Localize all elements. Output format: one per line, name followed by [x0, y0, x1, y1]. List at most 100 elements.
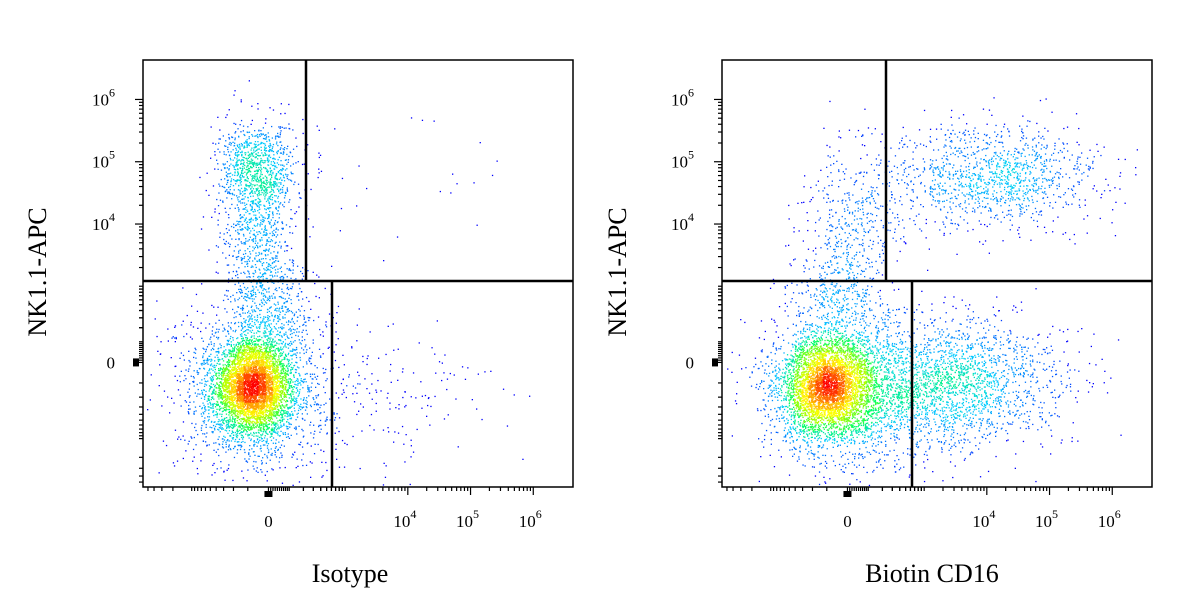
event-dot: [324, 287, 326, 290]
event-dot: [239, 217, 242, 220]
event-dot: [225, 335, 227, 337]
event-dot: [208, 359, 210, 361]
event-dot: [274, 422, 277, 424]
event-dot: [305, 296, 308, 299]
event-dot: [438, 361, 441, 363]
event-dot: [270, 424, 273, 426]
event-dot: [235, 149, 238, 151]
event-dot: [234, 446, 236, 448]
event-dot: [261, 244, 263, 246]
event-dot: [234, 323, 236, 325]
event-dot: [260, 171, 262, 173]
event-dot: [250, 439, 252, 442]
event-dot: [259, 335, 261, 337]
event-dot: [249, 445, 251, 447]
event-dot: [273, 422, 275, 424]
event-dot: [250, 295, 252, 298]
event-dot: [232, 270, 234, 273]
event-dot: [263, 166, 265, 169]
event-dot: [282, 363, 285, 365]
event-dot: [247, 346, 249, 348]
event-dot: [228, 408, 230, 411]
event-dot: [261, 305, 263, 307]
event-dot: [450, 192, 452, 194]
event-dot: [277, 412, 279, 415]
event-dot: [241, 354, 243, 356]
event-dot: [208, 323, 211, 325]
event-dot: [281, 381, 283, 383]
event-dot: [285, 224, 288, 226]
event-dot: [299, 342, 301, 344]
event-dot: [241, 151, 243, 154]
event-dot: [305, 381, 307, 383]
event-dot: [208, 343, 210, 345]
event-dot: [272, 353, 274, 355]
event-dot: [241, 431, 244, 433]
event-dot: [200, 363, 202, 365]
event-dot: [217, 377, 219, 379]
event-dot: [257, 210, 259, 212]
event-dot: [246, 480, 248, 482]
event-dot: [261, 471, 263, 473]
event-dot: [247, 434, 249, 436]
event-dot: [218, 352, 220, 354]
event-dot: [253, 344, 256, 346]
event-dot: [218, 183, 220, 185]
event-dot: [269, 107, 271, 109]
event-dot: [274, 370, 276, 373]
event-dot: [273, 186, 276, 188]
event-dot: [287, 323, 289, 326]
event-dot: [263, 327, 265, 329]
event-dot: [225, 383, 227, 386]
event-dot: [252, 424, 254, 427]
event-dot: [238, 351, 240, 353]
event-dot: [286, 190, 289, 192]
event-dot: [271, 420, 273, 423]
event-dot: [382, 429, 385, 431]
event-dot: [252, 238, 255, 240]
event-dot: [194, 347, 196, 349]
event-dot: [261, 220, 263, 223]
event-dot: [273, 407, 276, 409]
event-dot: [267, 350, 269, 353]
event-dot: [290, 350, 292, 352]
event-dot: [225, 403, 228, 405]
event-dot: [496, 160, 498, 162]
event-dot: [253, 427, 255, 429]
event-dot: [233, 413, 235, 415]
event-dot: [228, 420, 230, 423]
event-dot: [270, 198, 272, 201]
event-dot: [318, 348, 321, 350]
event-dot: [224, 402, 227, 405]
event-dot: [266, 311, 269, 313]
event-dot: [224, 355, 226, 358]
event-dot: [283, 324, 285, 326]
event-dot: [251, 200, 253, 202]
event-dot: [260, 346, 262, 348]
event-dot: [206, 432, 208, 434]
event-dot: [255, 240, 257, 242]
event-dot: [245, 183, 247, 186]
event-dot: [219, 369, 221, 371]
event-dot: [240, 202, 242, 204]
event-dot: [270, 239, 272, 241]
event-dot: [252, 164, 254, 166]
event-dot: [237, 199, 239, 201]
event-dot: [251, 208, 253, 211]
event-dot: [289, 226, 291, 228]
event-dot: [322, 335, 324, 337]
event-dot: [258, 143, 260, 146]
event-dot: [269, 144, 272, 146]
event-dot: [280, 362, 282, 364]
event-dot: [274, 415, 276, 418]
event-dot: [280, 113, 282, 115]
event-dot: [203, 398, 206, 400]
event-dot: [277, 449, 279, 451]
event-dot: [227, 426, 229, 428]
event-dot: [225, 393, 227, 396]
event-dot: [315, 386, 317, 388]
event-dot: [260, 417, 262, 419]
event-dot: [205, 390, 207, 393]
event-dot: [264, 453, 266, 456]
event-dot: [210, 398, 212, 401]
